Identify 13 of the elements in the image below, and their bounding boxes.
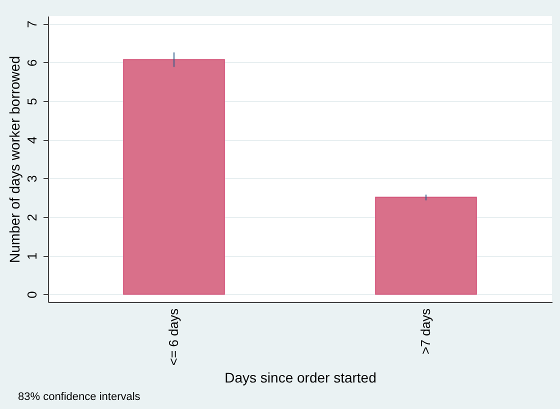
y-tick-label: 6 [24,59,40,66]
x-tick-label: >7 days [418,308,433,354]
text: 83% confidence intervals [18,391,141,404]
y-tick-label: 5 [24,98,40,106]
y-tick-label: 3 [24,175,40,182]
y-tick-label: 7 [24,20,40,28]
y-tick-label: 4 [24,136,40,144]
x-axis-title: Days since order started [224,370,376,386]
y-tick-label: 2 [24,214,40,222]
x-tick-label: <= 6 days [166,308,181,366]
y-axis-title: Number of days worker borrowed [6,56,22,263]
y-tick-label: 0 [24,291,40,298]
y-tick-label: 1 [24,252,40,260]
